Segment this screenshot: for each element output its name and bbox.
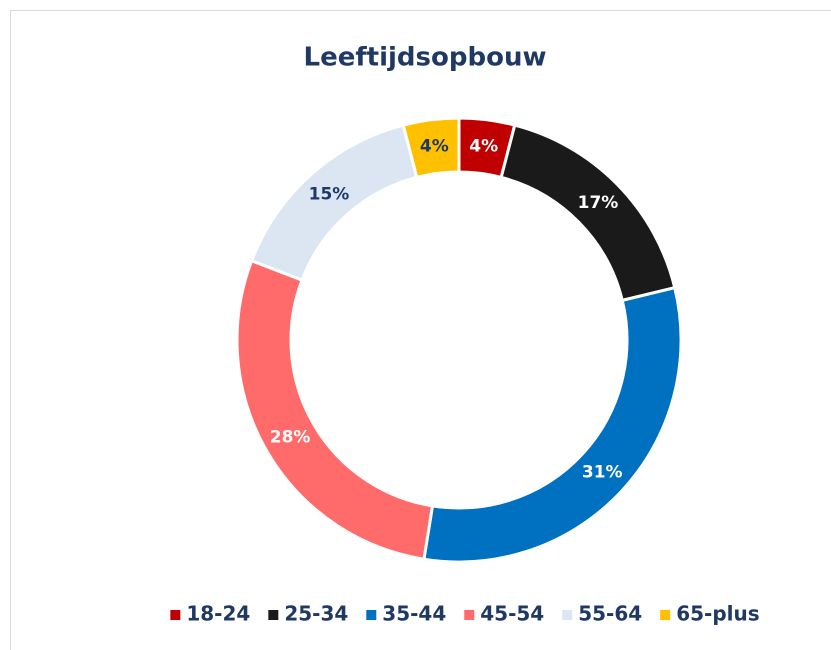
legend-marker bbox=[464, 610, 475, 620]
data-label: 28% bbox=[270, 428, 311, 448]
legend-label: 35-44 bbox=[382, 602, 446, 626]
legend-marker bbox=[170, 610, 181, 620]
legend-marker bbox=[562, 610, 573, 620]
legend-marker bbox=[366, 610, 377, 620]
donut-segment bbox=[401, 116, 461, 180]
legend: 18-24 25-34 35-44 45-54 55-64 65-plus bbox=[170, 602, 760, 626]
chart-title: Leeftijdsopbouw bbox=[304, 43, 547, 73]
data-label: 4% bbox=[469, 137, 498, 157]
legend-label: 65-plus bbox=[676, 602, 759, 626]
legend-label: 25-34 bbox=[284, 602, 348, 626]
data-label: 15% bbox=[309, 185, 350, 205]
legend-label: 18-24 bbox=[186, 602, 250, 626]
data-label: 4% bbox=[420, 137, 449, 157]
data-label: 31% bbox=[582, 462, 623, 482]
data-label: 17% bbox=[578, 193, 619, 213]
legend-label: 55-64 bbox=[578, 602, 642, 626]
donut-segment bbox=[422, 285, 683, 564]
legend-marker bbox=[660, 610, 671, 620]
legend-marker bbox=[268, 610, 279, 620]
legend-label: 45-54 bbox=[480, 602, 544, 626]
